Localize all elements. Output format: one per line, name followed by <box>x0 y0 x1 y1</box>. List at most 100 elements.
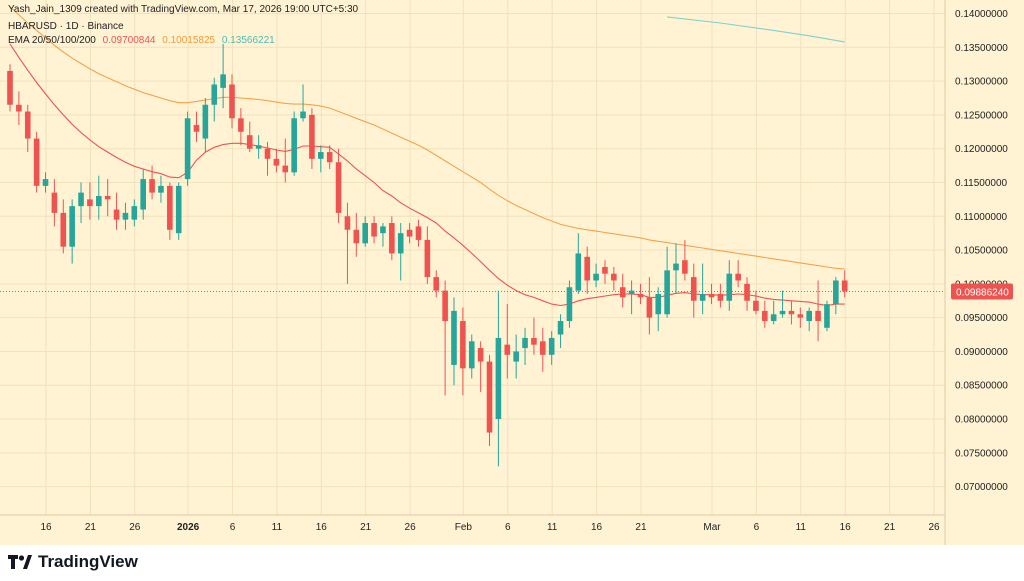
candle <box>611 266 617 291</box>
candle <box>122 202 129 230</box>
candle-body <box>113 209 120 220</box>
candle <box>717 283 724 308</box>
candle <box>175 182 182 240</box>
candle <box>699 263 706 315</box>
candlestick-chart[interactable]: 0.14000000 0.13500000 0.13000000 0.12500000… <box>0 0 1024 545</box>
candle-body <box>42 179 49 186</box>
candle-body <box>291 118 297 173</box>
price-tick-label: 0.08500000 <box>955 381 1008 392</box>
date-tick-label: Feb <box>455 522 473 533</box>
candle-body <box>433 277 440 291</box>
candle <box>619 273 626 308</box>
candle <box>504 304 511 379</box>
candle-body <box>460 321 466 369</box>
date-tick-label: 11 <box>272 522 283 533</box>
date-tick-label: 11 <box>796 522 807 533</box>
candle-body <box>380 226 386 234</box>
candle <box>96 175 102 220</box>
ema100-value: 0.13566221 <box>221 35 275 46</box>
candle-body <box>344 216 351 230</box>
candle-body <box>815 310 821 322</box>
candle-body <box>504 344 511 355</box>
date-tick-label: 26 <box>405 522 417 533</box>
date-tick-label: 16 <box>840 522 852 533</box>
candle-body <box>60 212 67 247</box>
grid-layer <box>0 0 945 515</box>
candle-body <box>406 229 413 237</box>
tradingview-brand: TradingView <box>38 552 138 571</box>
candle <box>344 202 351 284</box>
candle-body <box>584 256 590 281</box>
candle-body <box>655 293 662 315</box>
date-tick-label: 16 <box>40 522 52 533</box>
candle-body <box>513 351 519 362</box>
footer[interactable]: TradingView <box>8 551 138 573</box>
candle-body <box>33 138 40 186</box>
price-tick-label: 0.13500000 <box>955 43 1008 54</box>
candle <box>637 283 644 305</box>
candle-body <box>646 297 653 318</box>
candle <box>264 141 271 176</box>
price-tick-label: 0.11000000 <box>955 212 1008 223</box>
candle-body <box>309 114 315 159</box>
price-tick-label: 0.13000000 <box>955 77 1008 88</box>
candle <box>291 111 297 176</box>
candle <box>211 77 218 122</box>
candle-body <box>362 223 368 244</box>
candle <box>433 270 440 298</box>
candle-body <box>770 314 777 322</box>
candle <box>646 277 653 335</box>
candle <box>309 108 315 169</box>
candle <box>833 277 839 315</box>
candle-body <box>389 223 395 254</box>
candle-body <box>229 84 235 119</box>
candle <box>744 277 750 311</box>
candle-body <box>238 118 244 132</box>
candle-body <box>371 223 377 237</box>
candle-body <box>628 290 635 294</box>
candle <box>477 341 484 392</box>
candle <box>238 108 244 146</box>
candle <box>113 192 120 230</box>
candle <box>673 243 679 294</box>
candle-body <box>78 192 84 207</box>
price-tick-label: 0.09000000 <box>955 347 1008 358</box>
candle-body <box>149 179 155 193</box>
candle-body <box>96 195 102 207</box>
date-tick-label: 21 <box>85 522 97 533</box>
chart-credit: Yash_Jain_1309 created with TradingView.… <box>8 4 359 15</box>
price-tick-label: 0.12000000 <box>955 144 1008 155</box>
candle-body <box>273 158 280 166</box>
date-tick-label: 6 <box>230 522 236 533</box>
candle <box>486 354 493 447</box>
candle <box>300 84 306 122</box>
candle <box>246 121 253 153</box>
candle <box>255 135 262 159</box>
candle <box>397 223 404 281</box>
candle-body <box>806 310 812 322</box>
candle <box>167 182 173 240</box>
chart-area[interactable]: 0.14000000 0.13500000 0.13000000 0.12500000… <box>0 0 1024 545</box>
candle <box>353 212 360 257</box>
candle <box>51 179 58 227</box>
candle <box>326 145 333 169</box>
candle <box>33 131 40 193</box>
candle-body <box>7 70 13 105</box>
candle-body <box>264 148 271 159</box>
ema-legend[interactable]: EMA 20/50/100/200 0.09700844 0.10015825 … <box>8 35 275 46</box>
candle <box>149 165 155 200</box>
ema20-line <box>9 43 845 307</box>
candle-body <box>16 104 22 112</box>
candle-body <box>220 74 226 88</box>
candle <box>566 280 573 328</box>
date-tick-label: 6 <box>754 522 760 533</box>
candle-body <box>335 162 342 213</box>
candle-layer <box>7 43 848 467</box>
candle <box>690 263 697 318</box>
candle <box>24 104 31 153</box>
tradingview-logo-icon <box>8 555 32 569</box>
candle-body <box>637 293 644 298</box>
candle-body <box>664 270 670 315</box>
candle-body <box>735 273 741 281</box>
candle-body <box>202 104 209 139</box>
